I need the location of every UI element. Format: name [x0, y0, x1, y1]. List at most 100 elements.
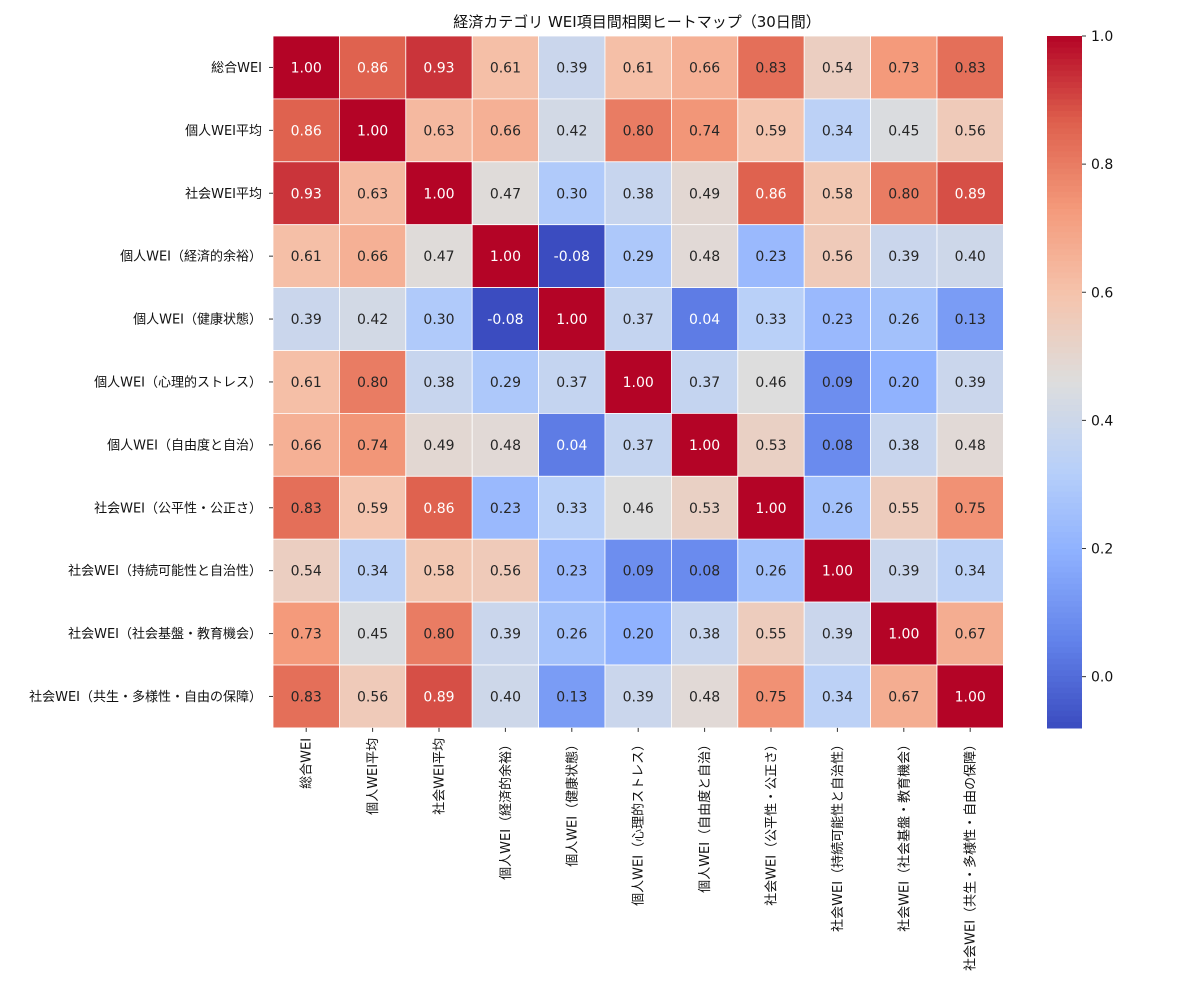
heatmap-cell — [803, 224, 872, 288]
colorbar-segment — [1047, 526, 1082, 533]
colorbar-segment — [1047, 422, 1082, 429]
cell-value-label: 0.30 — [423, 312, 454, 328]
x-tick-label: 個人WEI（健康状態） — [564, 738, 580, 867]
heatmap-cell — [405, 601, 473, 666]
colorbar-segment — [1047, 601, 1082, 608]
heatmap-cell — [737, 475, 805, 540]
cell-value-label: 0.63 — [423, 123, 454, 139]
cell-value-label: 0.61 — [623, 60, 654, 76]
colorbar-segment — [1047, 399, 1082, 406]
cell-value-label: 0.38 — [423, 375, 454, 391]
colorbar-segment — [1047, 681, 1082, 689]
colorbar-segment — [1047, 676, 1082, 683]
y-tick-label: 社会WEI（共生・多様性・自由の保障） — [29, 689, 262, 705]
colorbar-segment — [1047, 312, 1082, 320]
cell-value-label: 0.38 — [623, 186, 654, 202]
cell-value-label: 0.39 — [955, 375, 986, 391]
colorbar-segment — [1047, 462, 1082, 470]
cell-value-label: 0.48 — [490, 438, 521, 454]
colorbar-segment — [1047, 560, 1082, 568]
cell-value-label: 0.48 — [955, 438, 986, 454]
cell-value-label: 0.38 — [689, 627, 720, 643]
cell-value-label: 0.23 — [755, 249, 786, 265]
colorbar-segment — [1047, 301, 1082, 308]
colorbar-segment — [1047, 243, 1082, 250]
colorbar-segment — [1047, 699, 1082, 706]
x-tick-label: 社会WEI平均 — [432, 738, 448, 815]
cell-value-label: 0.26 — [822, 501, 853, 517]
y-tick-label: 社会WEI（社会基盤・教育機会） — [68, 626, 262, 642]
cell-value-label: 0.56 — [490, 564, 521, 580]
cell-value-label: 0.23 — [822, 312, 853, 328]
heatmap-cell — [803, 287, 872, 351]
colorbar-segment — [1047, 687, 1082, 694]
colorbar-segment — [1047, 549, 1082, 556]
colorbar-segment — [1047, 445, 1082, 452]
colorbar-segment — [1047, 566, 1082, 573]
cell-value-label: 0.54 — [291, 564, 322, 580]
colorbar-segment — [1047, 370, 1082, 377]
heatmap-cell — [338, 98, 407, 163]
x-tick-label: 個人WEI（心理的ストレス） — [631, 738, 647, 906]
heatmap-cell — [338, 475, 407, 540]
colorbar-segment — [1047, 122, 1082, 129]
cell-value-label: 1.00 — [888, 627, 919, 643]
cell-value-label: 0.63 — [357, 186, 388, 202]
cell-value-label: 0.29 — [623, 249, 654, 265]
cell-value-label: 1.00 — [291, 60, 322, 76]
colorbar-segment — [1047, 70, 1082, 77]
colorbar-segment — [1047, 693, 1082, 700]
colorbar-segment — [1047, 99, 1082, 106]
cell-value-label: 0.61 — [490, 60, 521, 76]
heatmap-cell — [471, 475, 540, 540]
colorbar-segment — [1047, 36, 1082, 43]
cell-value-label: 1.00 — [689, 438, 720, 454]
heatmap-cell — [471, 287, 540, 351]
colorbar-segment — [1047, 76, 1082, 83]
colorbar-segment — [1047, 439, 1082, 446]
cell-value-label: 0.86 — [357, 60, 388, 76]
heatmap-cell — [936, 664, 1004, 729]
cell-value-label: 0.74 — [689, 123, 720, 139]
x-axis: 総合WEI 個人WEI平均 社会WEI平均 個人WEI（経済的余裕） 個人WEI（健康状… — [300, 727, 979, 971]
colorbar-segment — [1047, 318, 1082, 325]
colorbar-segment — [1047, 583, 1082, 591]
cell-value-label: 0.61 — [291, 375, 322, 391]
colorbar-segment — [1047, 514, 1082, 521]
cell-value-label: 0.80 — [423, 627, 454, 643]
colorbar-segment — [1047, 249, 1082, 256]
colorbar-segment — [1047, 306, 1082, 314]
cell-value-label: 0.39 — [822, 627, 853, 643]
colorbar-segment — [1047, 191, 1082, 199]
y-tick-label: 社会WEI（公平性・公正さ） — [94, 500, 262, 516]
colorbar-segment — [1047, 278, 1082, 285]
colorbar-segment — [1047, 629, 1082, 637]
colorbar-segment — [1047, 554, 1082, 562]
heatmap-cell — [737, 601, 805, 666]
colorbar-segment — [1047, 208, 1082, 216]
heatmap-cell — [405, 98, 473, 163]
cell-value-label: 0.58 — [423, 564, 454, 580]
colorbar-segment — [1047, 255, 1082, 262]
colorbar-segment — [1047, 710, 1082, 717]
heatmap-cell — [272, 538, 340, 603]
cell-value-label: -0.08 — [487, 312, 523, 328]
colorbar-segment — [1047, 606, 1082, 614]
cell-value-label: 0.37 — [689, 375, 720, 391]
heatmap-cell — [538, 161, 606, 226]
colorbar-segment — [1047, 485, 1082, 493]
cell-value-label: 0.39 — [291, 312, 322, 328]
cell-value-label: 0.13 — [556, 689, 587, 705]
colorbar-segment — [1047, 658, 1082, 666]
colorbar-segment — [1047, 168, 1082, 175]
cell-value-label: 0.42 — [556, 123, 587, 139]
cell-value-label: 0.66 — [291, 438, 322, 454]
cell-value-label: 0.09 — [822, 375, 853, 391]
y-tick-label: 個人WEI平均 — [185, 124, 262, 139]
cell-value-label: 0.56 — [822, 249, 853, 265]
cell-value-label: 0.66 — [357, 249, 388, 265]
cell-value-label: 0.93 — [423, 60, 454, 76]
colorbar-segment — [1047, 595, 1082, 602]
cell-value-label: 0.47 — [423, 249, 454, 265]
colorbar-segment — [1047, 41, 1082, 49]
